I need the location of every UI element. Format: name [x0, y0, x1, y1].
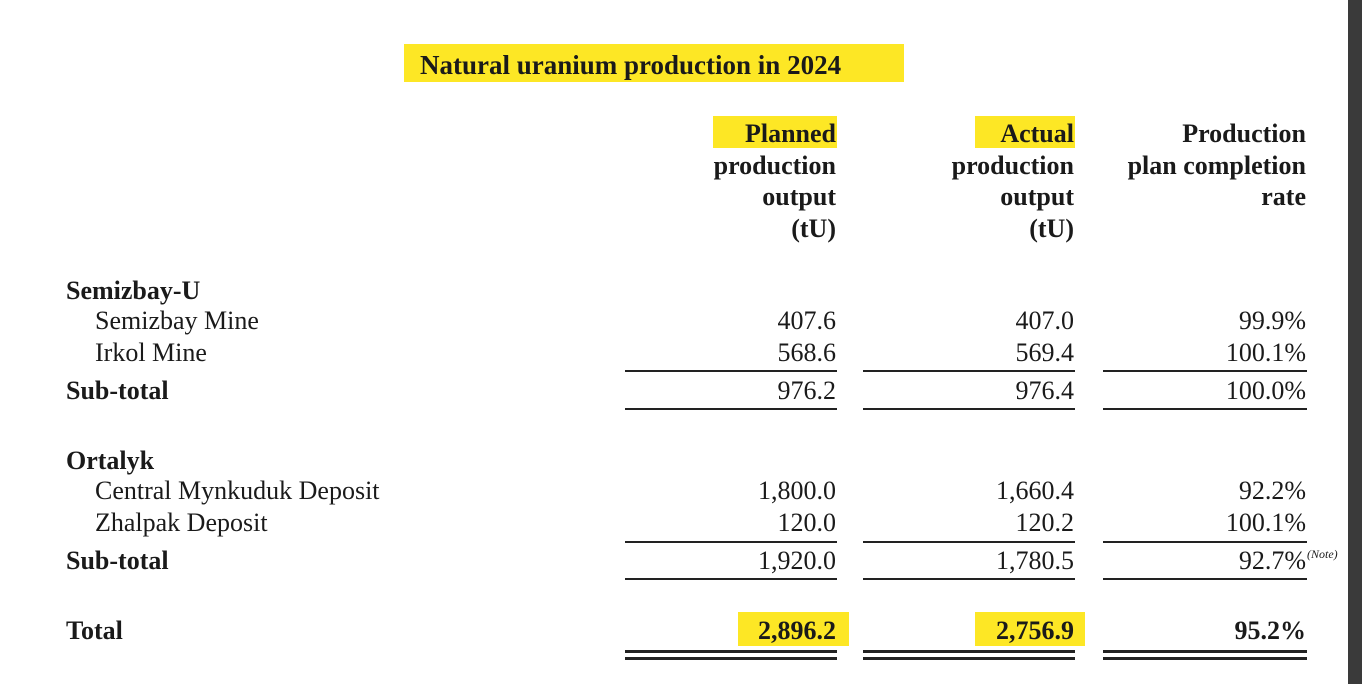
planned-header-highlight	[713, 116, 837, 148]
total-double-rule	[625, 650, 837, 653]
subtotal-label: Sub-total	[66, 546, 169, 575]
subtotal-rule-bottom	[1103, 578, 1307, 580]
group-name: Semizbay-U	[66, 276, 201, 305]
header-planned: Planned production output (tU)	[714, 118, 836, 244]
group-name: Ortalyk	[66, 446, 155, 475]
title-highlight	[404, 44, 904, 82]
subtotal-planned: 1,920.0	[758, 546, 836, 575]
subtotal-actual: 976.4	[1015, 376, 1075, 405]
subtotal-rule-top	[863, 541, 1075, 543]
subtotal-note: (Note)	[1307, 547, 1338, 561]
total-double-rule	[863, 650, 1075, 653]
row-actual: 407.0	[1015, 306, 1075, 335]
subtotal-rule-bottom	[1103, 408, 1307, 410]
total-actual: 2,756.9	[996, 616, 1074, 645]
subtotal-rule-top	[625, 370, 837, 372]
total-planned: 2,896.2	[758, 616, 836, 645]
header-actual-line: production	[951, 150, 1074, 180]
header-planned-line: production	[713, 150, 836, 180]
subtotal-actual: 1,780.5	[996, 546, 1074, 575]
row-actual: 120.2	[1015, 508, 1075, 537]
subtotal-rule-bottom	[863, 408, 1075, 410]
header-rate-line: Production	[1182, 119, 1306, 148]
row-planned: 568.6	[777, 338, 837, 367]
row-rate: 100.1%	[1225, 338, 1306, 367]
subtotal-rule-top	[625, 541, 837, 543]
total-planned-highlight	[738, 612, 849, 646]
header-planned-line: Planned	[744, 119, 836, 148]
header-planned-line: (tU)	[791, 213, 836, 243]
subtotal-rate: 92.7%	[1238, 546, 1306, 575]
subtotal-rule-bottom	[863, 578, 1075, 580]
subtotal-rule-bottom	[625, 408, 837, 410]
row-label: Central Mynkuduk Deposit	[95, 476, 380, 505]
total-double-rule	[625, 657, 837, 660]
row-planned: 407.6	[777, 306, 837, 335]
header-actual: Actual production output (tU)	[952, 118, 1074, 244]
row-rate: 99.9%	[1238, 306, 1306, 335]
table-title: Natural uranium production in 2024	[420, 50, 842, 80]
row-label: Zhalpak Deposit	[95, 508, 268, 537]
row-actual: 1,660.4	[996, 476, 1074, 505]
header-rate: Production plan completion rate	[1128, 118, 1306, 213]
subtotal-rate: 100.0%	[1225, 376, 1306, 405]
row-actual: 569.4	[1015, 338, 1075, 367]
total-rate: 95.2%	[1234, 616, 1307, 645]
header-rate-line: plan completion	[1127, 150, 1306, 180]
row-planned: 120.0	[777, 508, 837, 537]
subtotal-label: Sub-total	[66, 376, 169, 405]
row-rate: 92.2%	[1238, 476, 1306, 505]
subtotal-rule-top	[1103, 541, 1307, 543]
row-rate: 100.1%	[1225, 508, 1306, 537]
row-label: Irkol Mine	[95, 338, 207, 367]
header-actual-line: Actual	[1000, 119, 1074, 148]
header-actual-line: output	[1000, 182, 1074, 211]
row-planned: 1,800.0	[758, 476, 836, 505]
header-actual-line: (tU)	[1029, 213, 1074, 243]
header-rate-line: rate	[1261, 182, 1306, 211]
actual-header-highlight	[975, 116, 1075, 148]
header-planned-line: output	[762, 182, 836, 211]
total-label: Total	[66, 616, 123, 645]
total-double-rule	[863, 657, 1075, 660]
page-edge	[1348, 0, 1362, 684]
subtotal-rule-bottom	[625, 578, 837, 580]
row-label: Semizbay Mine	[95, 306, 259, 335]
subtotal-rule-top	[1103, 370, 1307, 372]
total-actual-highlight	[975, 612, 1085, 646]
total-double-rule	[1103, 657, 1307, 660]
total-double-rule	[1103, 650, 1307, 653]
subtotal-rule-top	[863, 370, 1075, 372]
subtotal-planned: 976.2	[777, 376, 837, 405]
